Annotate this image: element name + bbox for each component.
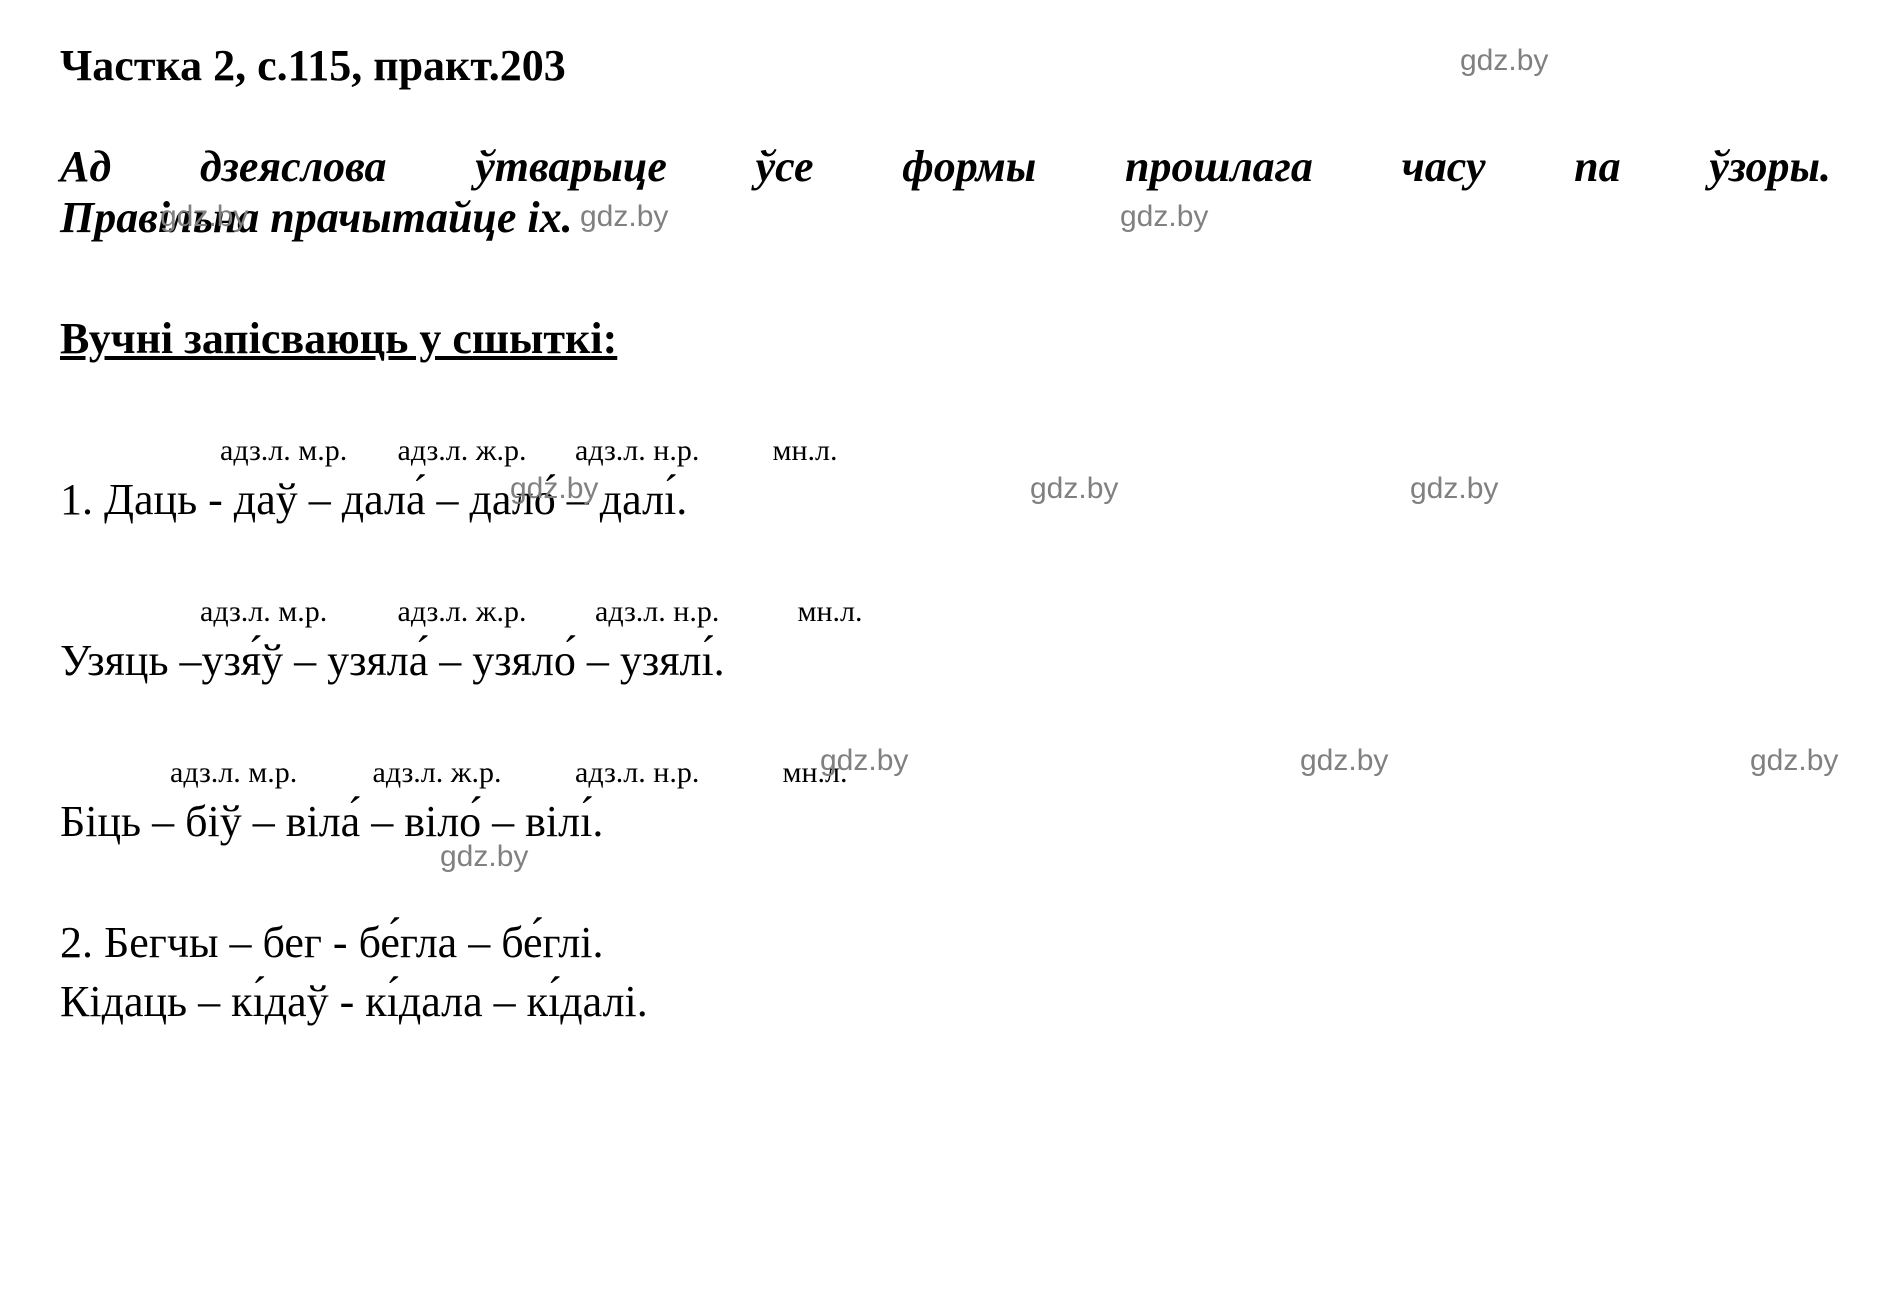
header: Частка 2, с.115, практ.203 <box>60 40 1831 91</box>
page-root: Частка 2, с.115, практ.203 Ад дзеяслова … <box>0 0 1891 1307</box>
annotation-row: адз.л. м.р. адз.л. ж.р. адз.л. н.р. мн.л… <box>200 595 1831 629</box>
annotation-cell: адз.л. м.р. <box>220 434 390 468</box>
content-line: 1. Даць - даў – дала́ – дало́ – далı́. <box>60 474 1831 525</box>
annotation-cell: адз.л. н.р. <box>575 434 765 468</box>
content-line: Кідаць – кı́даў - кı́дала – кı́далі. <box>60 976 1831 1027</box>
annotation-cell: адз.л. м.р. <box>200 595 390 629</box>
instruction-line1: Ад дзеяслова ўтварыце ўсе формы прошлага… <box>60 141 1831 192</box>
content-line: Біць – біў – віла́ – віло́ – вілı́. <box>60 796 1831 847</box>
subheading: Вучні запісваюць у сшыткі: <box>60 313 1831 364</box>
annotation-cell: мн.л. <box>773 434 838 468</box>
page-title: Частка 2, с.115, практ.203 <box>60 40 566 91</box>
annotation-cell: адз.л. н.р. <box>595 595 790 629</box>
annotation-cell: адз.л. м.р. <box>170 756 365 790</box>
annotation-cell: адз.л. н.р. <box>575 756 775 790</box>
annotation-cell: мн.л. <box>798 595 863 629</box>
content-line: 2. Бегчы – бег - бе́гла – бе́глі. <box>60 917 1831 968</box>
instruction-line2: Правільна прачытайце іх. <box>60 192 1831 243</box>
annotation-cell: адз.л. ж.р. <box>398 595 588 629</box>
annotation-cell: адз.л. ж.р. <box>398 434 568 468</box>
annotation-row: адз.л. м.р. адз.л. ж.р. адз.л. н.р. мн.л… <box>170 756 1831 790</box>
content-line: Узяць –узя́ў – узяла́ – узяло́ – узялı́. <box>60 635 1831 686</box>
annotation-cell: адз.л. ж.р. <box>373 756 568 790</box>
annotation-cell: мн.л. <box>783 756 848 790</box>
annotation-row: адз.л. м.р. адз.л. ж.р. адз.л. н.р. мн.л… <box>220 434 1831 468</box>
